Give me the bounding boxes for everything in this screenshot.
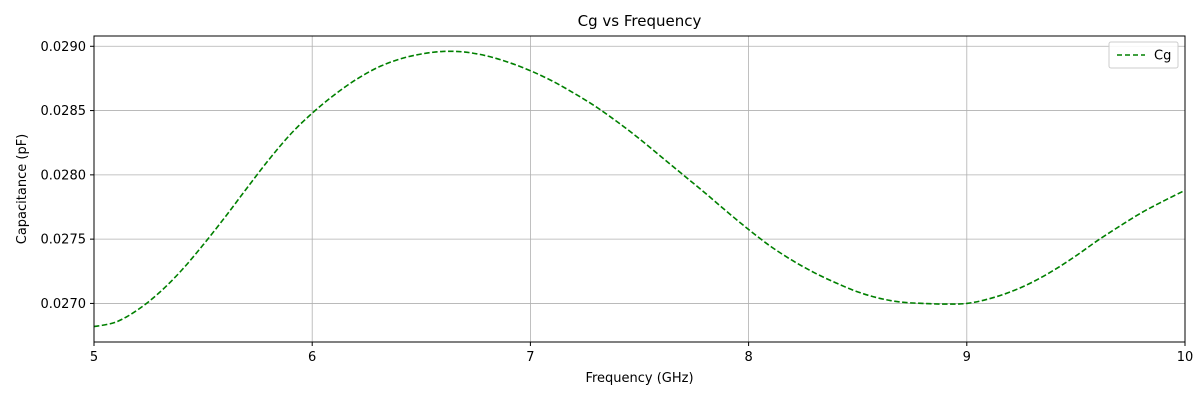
series-line-cg	[93, 50, 1186, 328]
y-tick-label: 0.0280	[41, 168, 87, 183]
ticks: 5 6 7 8 9 10 0.0270 0.0275 0.0280 0.0285 0.0290	[41, 40, 1194, 365]
y-tick-label: 0.0285	[41, 104, 87, 119]
plot-frame	[93, 35, 1186, 343]
x-tick-label: 10	[1177, 350, 1194, 365]
y-tick-label: 0.0290	[41, 40, 87, 55]
y-axis-label: Capacitance (pF)	[15, 134, 30, 244]
x-axis-label: Frequency (GHz)	[585, 371, 693, 386]
x-tick-label: 9	[963, 350, 971, 365]
legend-label-cg: Cg	[1154, 49, 1171, 64]
y-tick-label: 0.0275	[41, 233, 87, 248]
legend: Cg	[1108, 41, 1179, 69]
x-tick-label: 6	[308, 350, 316, 365]
x-tick-label: 8	[744, 350, 752, 365]
x-tick-label: 7	[526, 350, 534, 365]
series-layer	[93, 50, 1186, 328]
x-tick-label: 5	[90, 350, 98, 365]
chart-title: Cg vs Frequency	[578, 12, 702, 30]
y-tick-label: 0.0270	[41, 297, 87, 312]
